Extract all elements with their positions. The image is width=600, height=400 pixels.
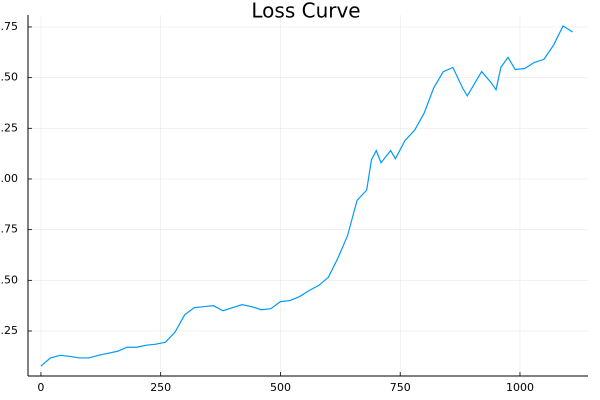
y-tick-label: 0.50 [0, 273, 18, 286]
y-tick-label: 1.50 [0, 71, 18, 84]
y-tick-label: 1.25 [0, 121, 18, 134]
y-tick-label: 0.25 [0, 324, 18, 337]
chart-title: Loss Curve [251, 0, 360, 23]
x-tick-label: 750 [390, 381, 411, 394]
y-tick-label: 1.75 [0, 20, 18, 33]
x-tick-label: 250 [150, 381, 171, 394]
x-tick-label: 1000 [506, 381, 534, 394]
x-tick-label: 500 [270, 381, 291, 394]
y-tick-label: 1.00 [0, 172, 18, 185]
line-series [40, 25, 573, 367]
x-tick-label: 0 [37, 381, 44, 394]
y-tick-label: 0.75 [0, 223, 18, 236]
